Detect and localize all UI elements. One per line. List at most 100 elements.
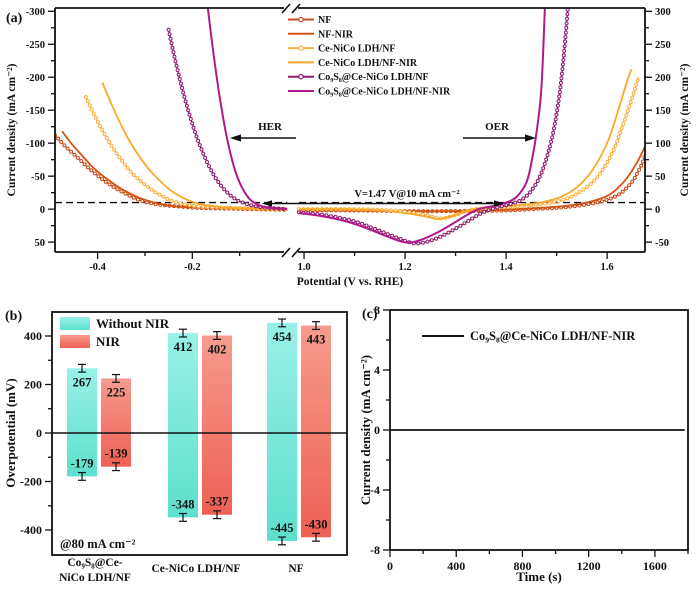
marker-dot xyxy=(558,85,563,90)
marker-dot xyxy=(104,135,109,140)
y-tick-right: 250 xyxy=(655,40,671,51)
bar-value-her: -445 xyxy=(271,521,294,535)
marker-dot xyxy=(56,136,61,141)
marker-dot xyxy=(454,226,459,231)
marker-dot xyxy=(153,190,158,195)
voltage-arrowhead-right xyxy=(494,200,504,207)
marker-dot xyxy=(425,239,430,244)
marker-dot xyxy=(135,176,140,181)
legend-label: Co₉S₈@Ce-NiCo LDH/NF xyxy=(318,72,429,83)
marker-dot xyxy=(173,59,178,64)
y-tick-left: 0 xyxy=(40,205,45,216)
marker-dot xyxy=(552,126,557,131)
y-axis-label-left: Current density (mA cm⁻²) xyxy=(6,63,18,196)
marker-dot xyxy=(82,162,87,167)
y-tick: 400 xyxy=(24,329,42,343)
current-density-annotation: @80 mA cm⁻² xyxy=(60,537,136,551)
marker-dot xyxy=(542,161,547,166)
oer-label: OER xyxy=(485,121,510,133)
marker-dot xyxy=(573,192,578,197)
x-tick: 1.4 xyxy=(500,262,514,273)
legend-label: NIR xyxy=(96,334,120,349)
marker-dot xyxy=(201,204,206,209)
legend-marker xyxy=(298,16,304,23)
marker-dot xyxy=(178,81,183,86)
marker-dot xyxy=(607,156,612,161)
marker-dot xyxy=(65,146,70,151)
voltage-arrowhead-left xyxy=(262,200,272,207)
marker-dot xyxy=(632,87,637,92)
legend-label: Ce-NiCo LDH/NF xyxy=(318,44,396,55)
panel-c-stability-chart: 8 4 0 -4 -8 0 400 800 1200 1600 Co₉S₈@Ce-NiCo LDH/… xyxy=(360,303,689,584)
y-tick-left: -150 xyxy=(26,106,45,117)
plot-frame xyxy=(54,7,646,253)
marker-dot xyxy=(385,232,390,237)
bar-value-her: -337 xyxy=(206,495,229,509)
marker-dot xyxy=(87,103,92,108)
marker-dot xyxy=(616,192,621,197)
legend-marker xyxy=(298,45,304,51)
marker-dot xyxy=(630,95,635,100)
marker-dot xyxy=(117,155,122,160)
series-her-Co₉S₈@Ce-NiCo LDH/NF-NIR xyxy=(206,8,288,211)
marker-dot xyxy=(567,3,570,6)
marker-dot xyxy=(172,54,177,59)
marker-dot xyxy=(183,99,188,104)
marker-dot xyxy=(564,25,569,30)
bars xyxy=(67,322,331,541)
error-bars xyxy=(78,318,320,546)
marker-dot xyxy=(634,171,639,176)
x-tick: 800 xyxy=(513,559,531,573)
panel-b-overpotential-bar-chart: 267 -179 412 -348 454 -445 225 -139 402 -337 443 -4… xyxy=(3,309,348,584)
marker-dot xyxy=(625,108,630,113)
marker-dot xyxy=(89,107,94,112)
marker-dot xyxy=(508,201,513,206)
marker-dot xyxy=(560,67,565,72)
marker-dot xyxy=(490,206,495,211)
marker-dot xyxy=(107,139,112,144)
marker-dot xyxy=(547,200,552,205)
marker-dot xyxy=(213,176,218,181)
marker-dot xyxy=(127,193,132,198)
legend-panel-b: Without NIR NIR xyxy=(60,316,170,349)
marker-dot xyxy=(537,174,542,179)
legend-marker xyxy=(298,73,304,80)
series-her-Co₉S₈@Ce-NiCo LDH/NF xyxy=(167,29,288,210)
marker-dot xyxy=(547,144,552,149)
marker-dot xyxy=(559,71,564,76)
marker-dot xyxy=(535,178,540,183)
x-axis-label: Potential (V vs. RHE) xyxy=(297,276,404,288)
y-tick-left: -300 xyxy=(26,7,45,18)
series-oer-Ce-NiCo LDH/NF xyxy=(298,77,640,220)
marker-dot xyxy=(107,182,112,187)
marker-dot xyxy=(533,182,538,187)
y-tick: 0 xyxy=(36,426,42,440)
marker-dot xyxy=(373,226,378,231)
marker-dot xyxy=(216,180,221,185)
marker-dot xyxy=(204,160,209,165)
marker-dot xyxy=(615,139,620,144)
marker-dot xyxy=(588,181,593,186)
marker-dot xyxy=(69,149,74,154)
her-label: HER xyxy=(258,121,283,133)
series-oer-Co₉S₈@Ce-NiCo LDH/NF-NIR xyxy=(298,8,546,244)
marker-dot xyxy=(634,82,639,87)
marker-dot xyxy=(438,234,443,239)
marker-dot xyxy=(125,166,130,171)
marker-dot xyxy=(450,228,455,233)
marker-dot xyxy=(122,162,127,167)
annotations: HER OER V=1.47 V@10 mA cm⁻² xyxy=(230,121,536,207)
marker-dot xyxy=(551,130,556,135)
marker-dot xyxy=(569,194,574,199)
x-tick: 1600 xyxy=(643,559,667,573)
marker-dot xyxy=(83,95,88,100)
marker-dot xyxy=(581,187,586,192)
marker-dot xyxy=(181,90,186,95)
marker-dot xyxy=(112,147,117,152)
x-tick: 0 xyxy=(387,559,393,573)
oer-arrowhead xyxy=(525,134,536,142)
marker-dot xyxy=(120,158,125,163)
marker-dot xyxy=(558,80,563,85)
marker-dot xyxy=(618,130,623,135)
